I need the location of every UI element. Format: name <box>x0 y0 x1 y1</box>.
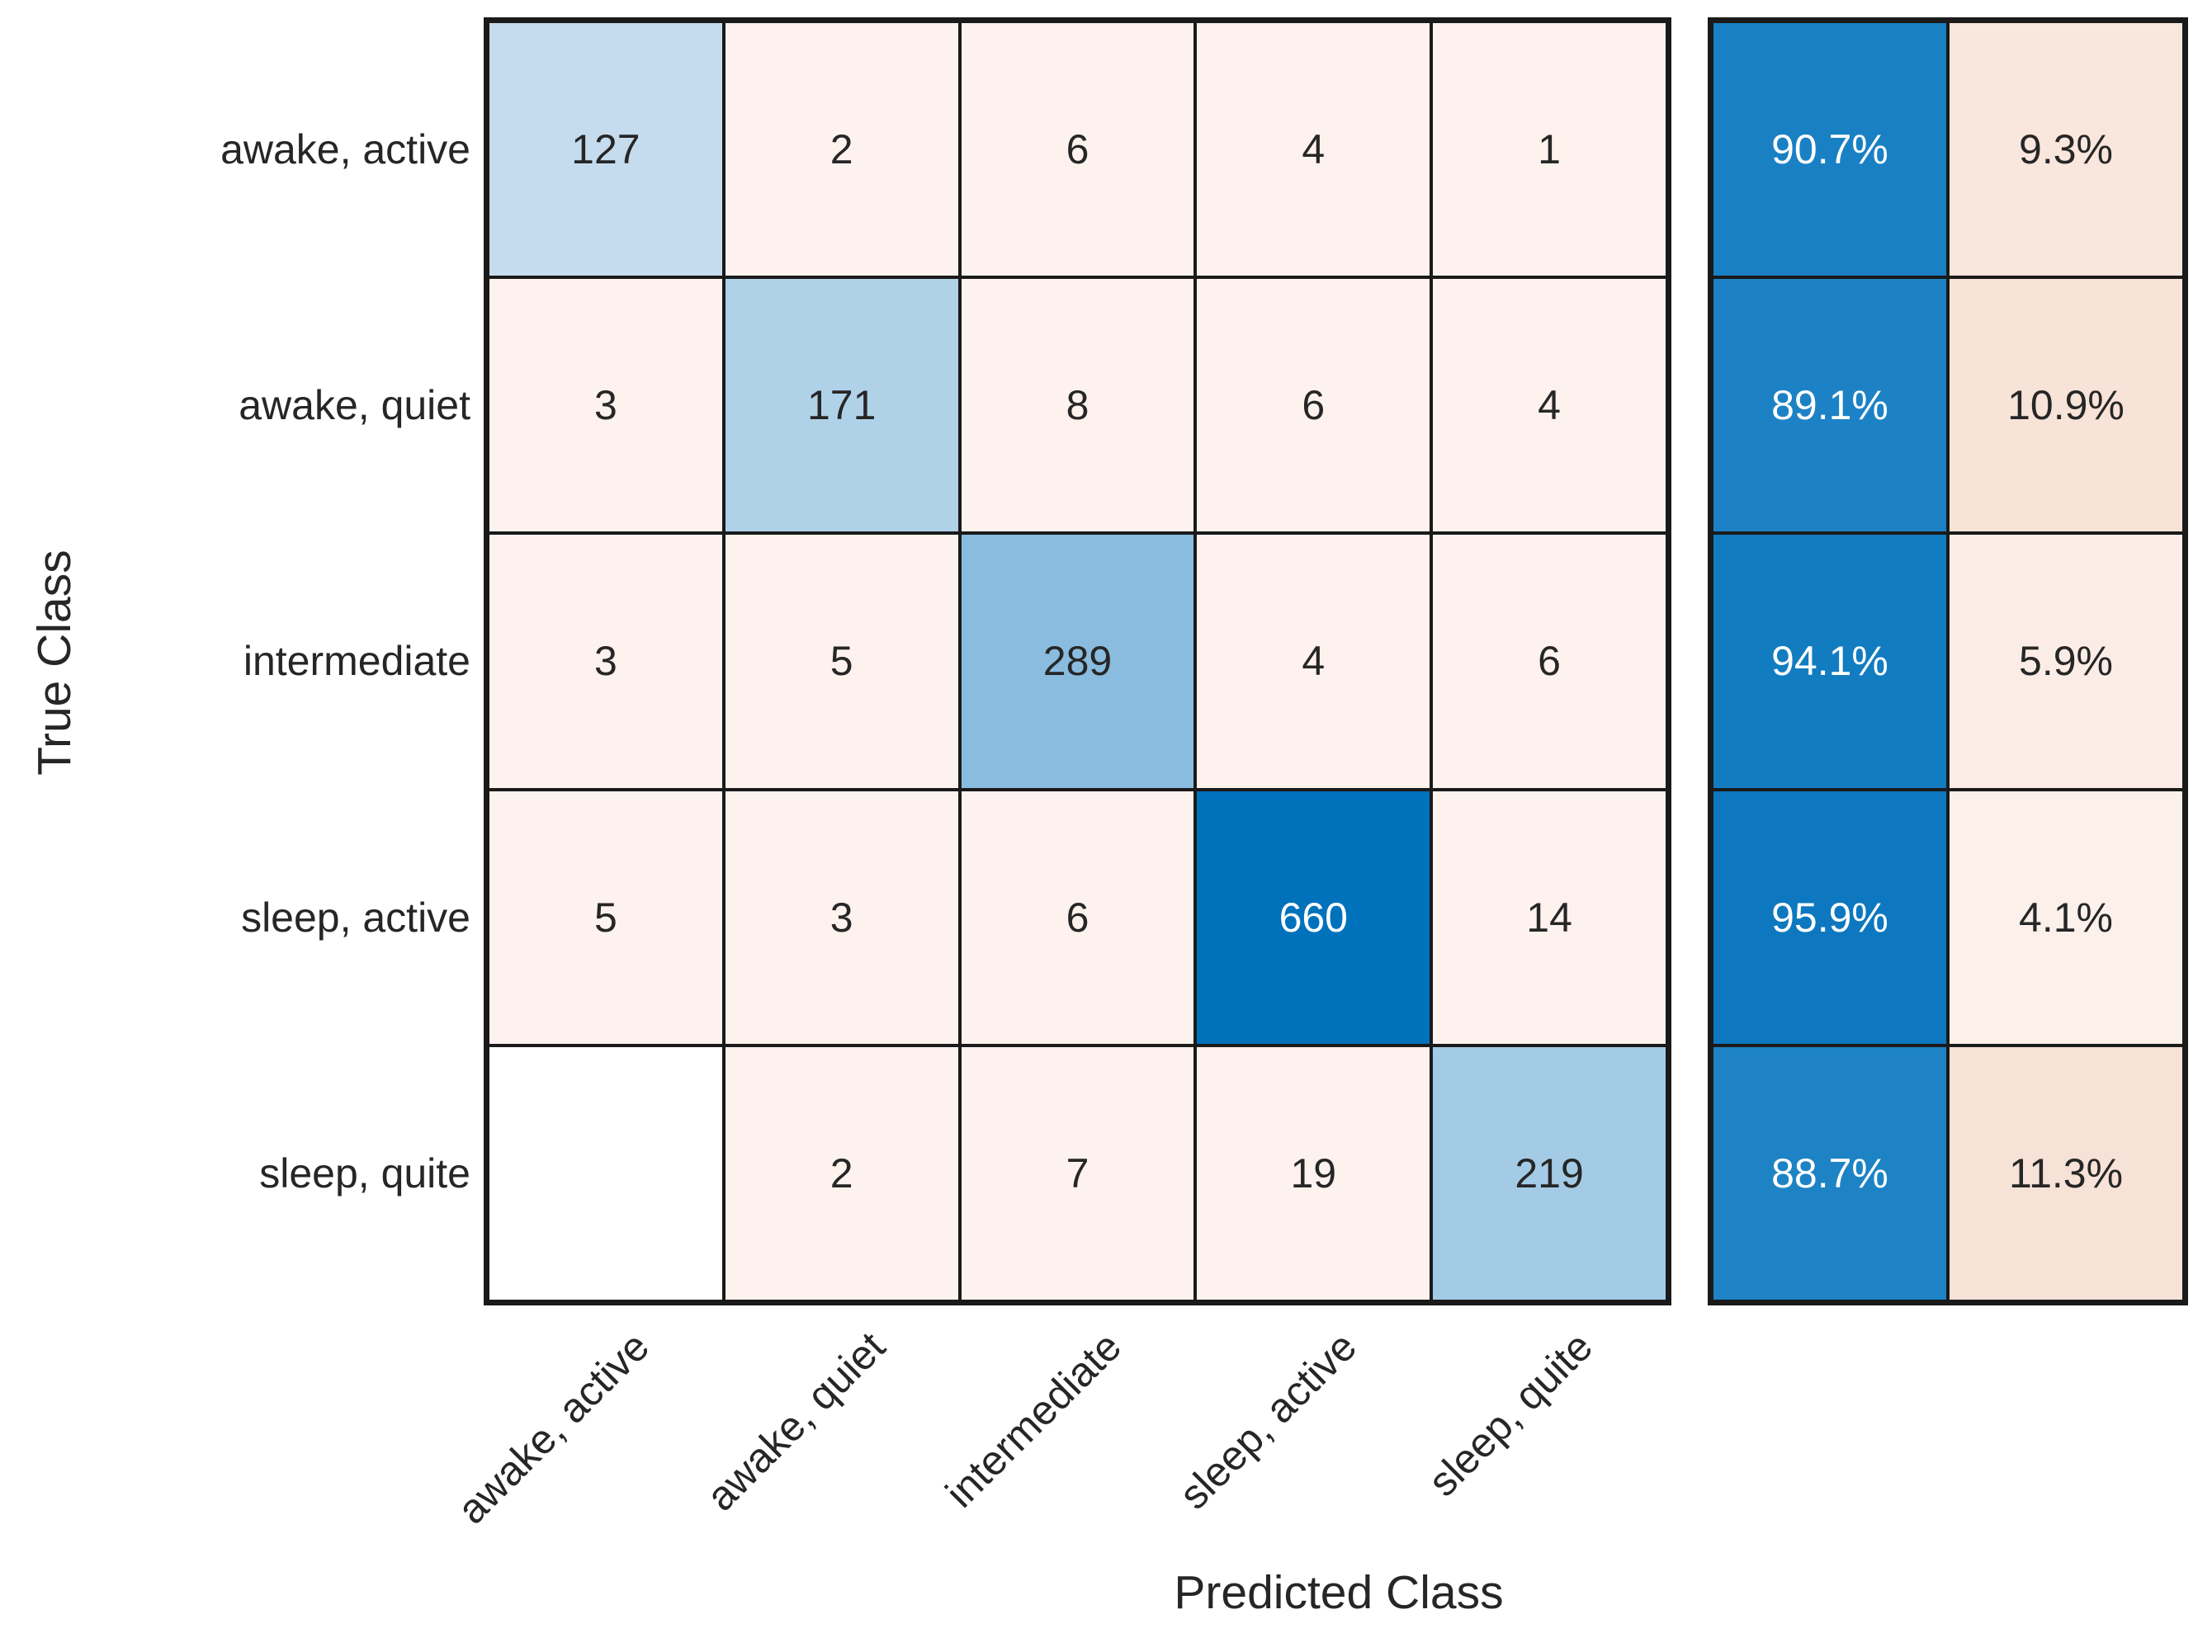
matrix-cell: 3 <box>489 535 722 788</box>
matrix-cell: 8 <box>961 279 1194 532</box>
matrix-cell: 5 <box>725 535 958 788</box>
matrix-cell: 4 <box>1197 535 1430 788</box>
y-tick-label: sleep, quite <box>259 1149 470 1197</box>
confusion-matrix-grid: 127 2 6 4 1 3 171 8 6 4 3 5 289 4 6 5 3 6 660 14 2 7 19 219 <box>484 17 1671 1305</box>
matrix-cell: 219 <box>1433 1046 1666 1300</box>
matrix-cell: 3 <box>489 279 722 532</box>
summary-cell: 88.7% <box>1713 1046 1946 1300</box>
matrix-cell: 6 <box>1433 535 1666 788</box>
summary-cell: 95.9% <box>1713 791 1946 1044</box>
summary-cell: 9.3% <box>1950 23 2182 276</box>
y-tick-label: awake, active <box>220 126 470 172</box>
matrix-cell: 1 <box>1433 23 1666 276</box>
matrix-cell: 171 <box>725 279 958 532</box>
matrix-cell: 660 <box>1197 791 1430 1044</box>
y-tick-label: sleep, active <box>241 894 470 941</box>
matrix-cell <box>489 1046 722 1300</box>
y-tick-label: intermediate <box>243 638 470 685</box>
summary-cell: 10.9% <box>1950 279 2182 532</box>
y-tick-label: awake, quiet <box>239 382 470 429</box>
matrix-cell: 6 <box>961 791 1194 1044</box>
summary-cell: 5.9% <box>1950 535 2182 788</box>
matrix-cell: 3 <box>725 791 958 1044</box>
matrix-cell: 14 <box>1433 791 1666 1044</box>
matrix-cell: 4 <box>1197 23 1430 276</box>
matrix-cell: 4 <box>1433 279 1666 532</box>
matrix-cell: 2 <box>725 1046 958 1300</box>
matrix-cell: 7 <box>961 1046 1194 1300</box>
summary-cell: 89.1% <box>1713 279 1946 532</box>
summary-cell: 90.7% <box>1713 23 1946 276</box>
matrix-cell: 5 <box>489 791 722 1044</box>
matrix-cell: 2 <box>725 23 958 276</box>
matrix-cell: 6 <box>961 23 1194 276</box>
row-summary-grid: 90.7% 9.3% 89.1% 10.9% 94.1% 5.9% 95.9% 4.1% 88.… <box>1708 17 2188 1305</box>
matrix-cell: 6 <box>1197 279 1430 532</box>
matrix-cell: 289 <box>961 535 1194 788</box>
matrix-cell: 127 <box>489 23 722 276</box>
x-axis-title: Predicted Class <box>1174 1566 1504 1619</box>
summary-cell: 94.1% <box>1713 535 1946 788</box>
summary-cell: 4.1% <box>1950 791 2182 1044</box>
matrix-cell: 19 <box>1197 1046 1430 1300</box>
summary-cell: 11.3% <box>1950 1046 2182 1300</box>
